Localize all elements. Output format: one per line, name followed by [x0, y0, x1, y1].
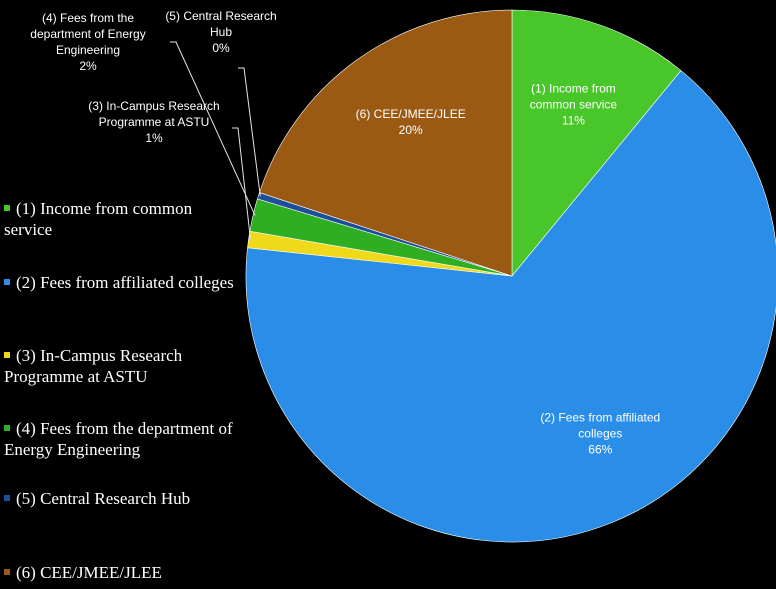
slice-label-energy-engineering-line-2: department of Energy	[30, 27, 146, 41]
leader-line-central-research-hub	[238, 67, 261, 197]
slice-label-affiliated-colleges-line-3: 66%	[588, 442, 612, 456]
slice-label-common-service-line-1: (1) Income from	[531, 82, 616, 96]
legend-item-central-research-hub: (5) Central Research Hub	[4, 488, 244, 509]
pie-slice-cee-jmee-jlee	[259, 9, 513, 277]
slice-label-affiliated-colleges-line-1: (2) Fees from affiliated	[540, 410, 660, 424]
slice-label-common-service-line-2: common service	[530, 98, 618, 112]
slice-label-in-campus-research-line-1: (3) In-Campus Research	[88, 99, 220, 113]
legend-item-in-campus-research: (3) In-Campus Research Programme at ASTU	[4, 345, 244, 387]
slice-label-central-research-hub-line-1: (5) Central Research	[165, 9, 277, 23]
leader-line-in-campus-research	[232, 127, 251, 240]
slice-label-common-service: (1) Income from common service 11%	[530, 82, 618, 128]
legend-marker-central-research-hub	[4, 495, 10, 502]
legend-label-central-research-hub: (5) Central Research Hub	[16, 489, 191, 508]
legend-item-common-service: (1) Income from common service	[4, 198, 244, 240]
slice-label-central-research-hub-line-2: Hub	[209, 25, 232, 39]
slice-label-energy-engineering-line-1: (4) Fees from the	[41, 11, 135, 25]
legend-item-energy-engineering: (4) Fees from the department of Energy E…	[4, 418, 244, 460]
legend-item-affiliated-colleges: (2) Fees from affiliated colleges	[4, 272, 244, 293]
legend-label-common-service: (1) Income from common service	[4, 199, 193, 239]
legend-marker-in-campus-research	[4, 352, 10, 359]
pie-slice-common-service	[511, 9, 682, 277]
slice-label-in-campus-research-percent: 1%	[145, 131, 163, 145]
legend-label-affiliated-colleges: (2) Fees from affiliated colleges	[16, 273, 234, 292]
slice-label-energy-engineering: (4) Fees from the department of Energy E…	[2, 10, 174, 74]
legend-item-cee-jmee-jlee: (6) CEE/JMEE/JLEE	[4, 562, 244, 583]
legend-marker-common-service	[4, 205, 10, 212]
slice-label-central-research-hub: (5) Central Research Hub 0%	[146, 8, 296, 56]
slice-label-in-campus-research: (3) In-Campus Research Programme at ASTU…	[56, 98, 252, 146]
slice-label-central-research-hub-percent: 0%	[212, 41, 230, 55]
leader-line-energy-engineering	[170, 41, 256, 216]
legend-marker-cee-jmee-jlee	[4, 569, 10, 576]
slice-label-energy-engineering-line-3: Engineering	[55, 43, 121, 57]
slice-label-affiliated-colleges-line-2: colleges	[578, 426, 622, 440]
slice-label-common-service-line-3: 11%	[562, 114, 585, 128]
legend-marker-affiliated-colleges	[4, 279, 10, 286]
slice-label-cee-jmee-jlee-line-1: (6) CEE/JMEE/JLEE	[356, 107, 466, 121]
legend-label-cee-jmee-jlee: (6) CEE/JMEE/JLEE	[16, 563, 162, 582]
slice-label-cee-jmee-jlee: (6) CEE/JMEE/JLEE 20%	[356, 107, 466, 137]
slice-label-affiliated-colleges: (2) Fees from affiliated colleges 66%	[540, 410, 660, 456]
legend-marker-energy-engineering	[4, 425, 10, 432]
slice-label-in-campus-research-line-2: Programme at ASTU	[98, 115, 210, 129]
pie-slice-affiliated-colleges	[245, 70, 776, 543]
legend-label-in-campus-research: (3) In-Campus Research Programme at ASTU	[4, 346, 183, 386]
legend-label-energy-engineering: (4) Fees from the department of Energy E…	[4, 419, 233, 459]
slice-label-cee-jmee-jlee-line-2: 20%	[399, 123, 423, 137]
slice-label-energy-engineering-percent: 2%	[79, 59, 97, 73]
